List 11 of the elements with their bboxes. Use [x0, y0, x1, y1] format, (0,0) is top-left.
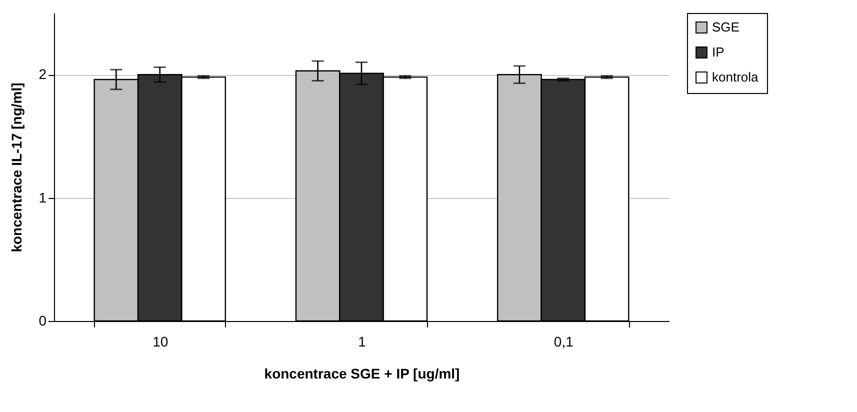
legend-label: SGE: [712, 20, 740, 34]
legend-label: IP: [712, 44, 724, 60]
y-axis-title: koncentrace IL-17 [ng/ml]: [8, 82, 25, 252]
y-tick-label: 0: [38, 312, 47, 328]
y-tick-label: 2: [38, 66, 47, 82]
x-tick-label: 1: [358, 334, 366, 350]
x-axis-title: koncentrace SGE + IP [ug/ml]: [264, 366, 460, 382]
legend-label: kontrola: [712, 70, 760, 84]
y-tick-label: 1: [38, 189, 47, 206]
x-tick-label: 10: [152, 334, 168, 350]
x-tick-label: 0,1: [554, 334, 574, 350]
